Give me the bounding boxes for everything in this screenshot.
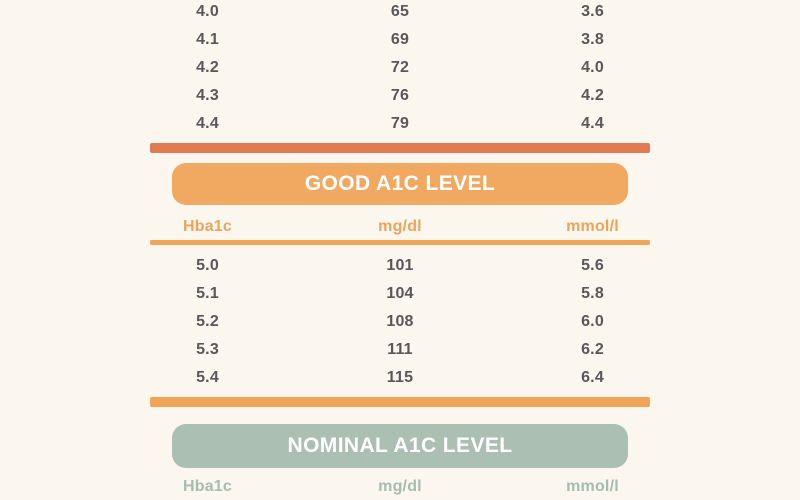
good-a1c-level-banner: GOOD A1C LEVEL: [172, 163, 628, 205]
table-cell-mmoll: 6.0: [581, 313, 604, 330]
table-cell-mgdl: 101: [386, 257, 414, 274]
table-row: 5.3 111 6.2: [150, 336, 650, 364]
table-cell-hba1c: 5.3: [196, 341, 219, 358]
table-cell-hba1c: 5.2: [196, 313, 219, 330]
table-cell-hba1c: 4.2: [196, 59, 219, 76]
table-cell-hba1c: 4.1: [196, 31, 219, 48]
table-cell-mmoll: 3.8: [581, 31, 604, 48]
table-cell-hba1c: 4.4: [196, 115, 219, 132]
table-row: 5.1 104 5.8: [150, 280, 650, 308]
table-cell-mmoll: 6.4: [581, 369, 604, 386]
table-cell-hba1c: 4.0: [196, 3, 219, 20]
nominal-a1c-level-banner: NOMINAL A1C LEVEL: [172, 424, 628, 468]
column-header-hba1c: Hba1c: [182, 478, 233, 495]
column-header-hba1c: Hba1c: [182, 218, 233, 235]
table-row: 4.2 72 4.0: [150, 54, 650, 82]
nominal-a1c-level-title: NOMINAL A1C LEVEL: [287, 434, 513, 457]
table-row: 4.1 69 3.8: [150, 26, 650, 54]
column-header-mmoll: mmol/l: [566, 478, 619, 495]
table-cell-hba1c: 4.3: [196, 87, 219, 104]
nominal-table-header-row: Hba1c mg/dl mmol/l: [150, 476, 650, 498]
section-divider-orange: [150, 397, 650, 407]
header-underline-orange: [150, 240, 650, 245]
table-cell-mgdl: 111: [387, 341, 413, 358]
table-row: 4.4 79 4.4: [150, 110, 650, 138]
table-cell-mmoll: 3.6: [581, 3, 604, 20]
table-cell-mgdl: 69: [390, 31, 410, 48]
section-divider-salmon: [150, 143, 650, 153]
table-row: 5.0 101 5.6: [150, 252, 650, 280]
table-cell-mmoll: 5.8: [581, 285, 604, 302]
column-header-mmoll: mmol/l: [566, 218, 619, 235]
table-cell-mgdl: 72: [390, 59, 410, 76]
table-cell-mgdl: 76: [390, 87, 410, 104]
good-a1c-level-title: GOOD A1C LEVEL: [304, 172, 496, 195]
table-cell-mmoll: 4.2: [581, 87, 604, 104]
table-cell-mgdl: 104: [386, 285, 414, 302]
table-cell-mmoll: 4.4: [581, 115, 604, 132]
table-cell-hba1c: 5.1: [196, 285, 219, 302]
column-header-mgdl: mg/dl: [378, 218, 422, 235]
table-cell-mgdl: 65: [390, 3, 410, 20]
table-cell-mgdl: 115: [386, 369, 414, 386]
table-cell-mgdl: 108: [386, 313, 414, 330]
a1c-conversion-chart: 4.0 65 3.6 4.1 69 3.8 4.2 72 4.0 4.3 76 …: [150, 0, 650, 500]
table-cell-mmoll: 5.6: [581, 257, 604, 274]
table-cell-hba1c: 5.0: [196, 257, 219, 274]
good-table-header-row: Hba1c mg/dl mmol/l: [150, 216, 650, 238]
table-row: 5.2 108 6.0: [150, 308, 650, 336]
table-cell-mmoll: 6.2: [581, 341, 604, 358]
table-cell-mgdl: 79: [390, 115, 410, 132]
table-cell-mmoll: 4.0: [581, 59, 604, 76]
table-row: 4.3 76 4.2: [150, 82, 650, 110]
column-header-mgdl: mg/dl: [378, 478, 422, 495]
table-cell-hba1c: 5.4: [196, 369, 219, 386]
table-row: 4.0 65 3.6: [150, 0, 650, 26]
table-row: 5.4 115 6.4: [150, 364, 650, 392]
